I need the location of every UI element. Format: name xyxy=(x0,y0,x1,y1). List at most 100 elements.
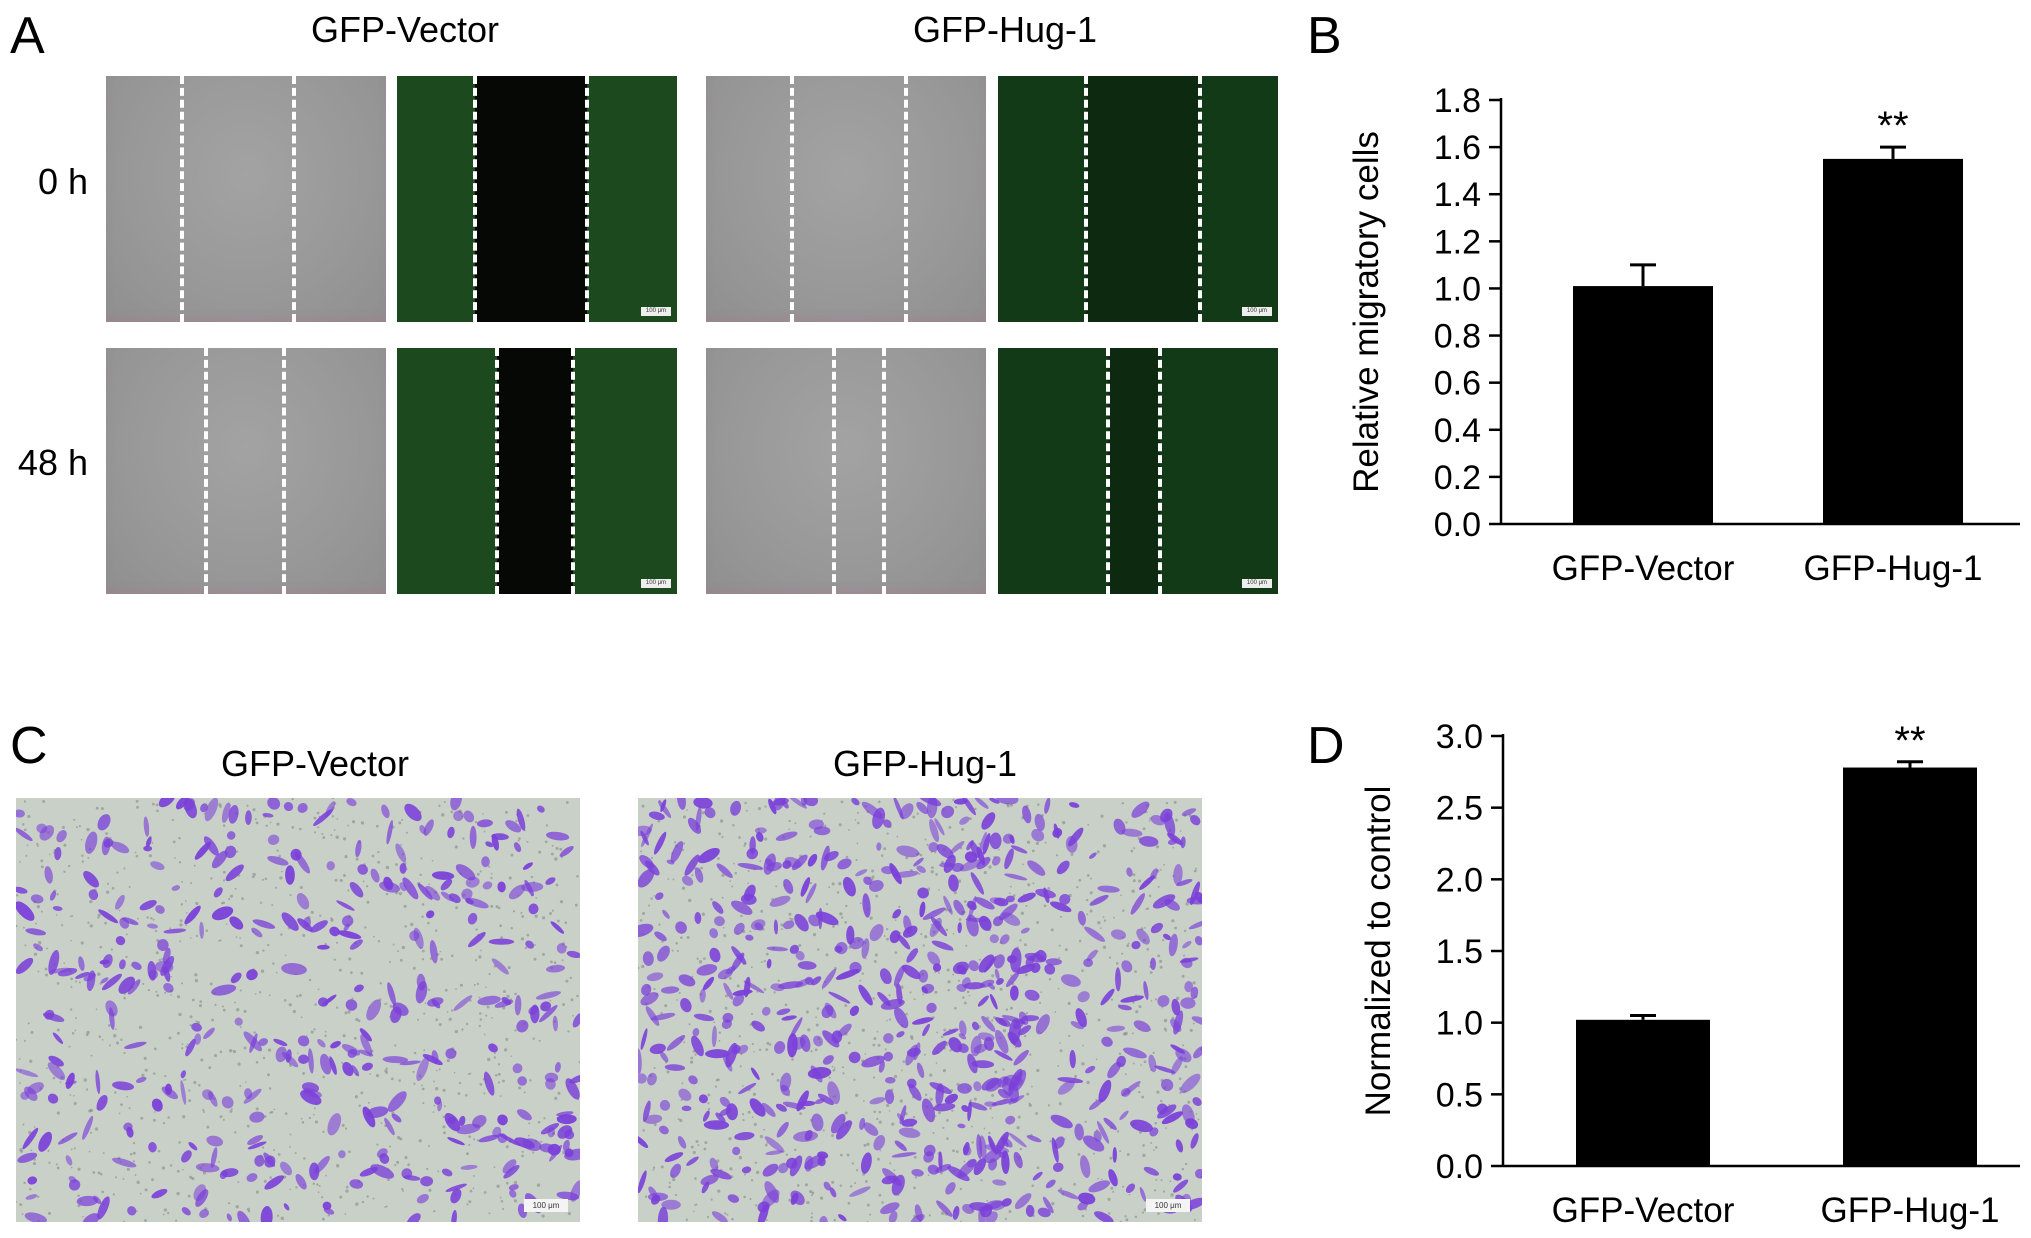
transwell-hug1-image: 100 μm xyxy=(638,798,1202,1222)
stained-cell xyxy=(715,1112,726,1123)
scale-bar: 100 μm xyxy=(1242,579,1272,588)
y-axis-label: Normalized to control xyxy=(1359,786,1398,1117)
stained-cell xyxy=(977,995,989,1007)
stained-cell xyxy=(811,1113,824,1132)
stained-cell xyxy=(891,1174,905,1196)
stained-cell xyxy=(988,1135,996,1154)
stained-cell xyxy=(835,942,848,955)
stained-cell xyxy=(958,1020,967,1036)
stained-cell xyxy=(111,1157,137,1168)
stained-cell xyxy=(929,917,942,938)
stained-cell xyxy=(1005,895,1015,903)
stained-cell xyxy=(733,922,745,935)
stained-cell xyxy=(281,912,299,931)
stained-cell xyxy=(1088,1180,1111,1193)
stained-cell xyxy=(349,939,363,950)
stained-cell xyxy=(1002,833,1015,844)
stained-cell xyxy=(788,798,807,809)
bar-chart-b: 0.0 0.2 0.4 0.6 0.8 1.0 1.2 1.4 1.6 1.8 Relative m… xyxy=(1347,82,2020,588)
stained-cell xyxy=(655,892,664,901)
stained-cell xyxy=(1181,808,1197,816)
stained-cell xyxy=(768,798,777,815)
stained-cell xyxy=(485,841,494,848)
stained-cell xyxy=(25,1194,38,1200)
stained-cell xyxy=(876,842,882,851)
stained-cell xyxy=(1163,933,1171,941)
stained-cell xyxy=(761,1102,776,1117)
stained-cell xyxy=(48,949,60,975)
stained-cell xyxy=(732,993,745,1007)
stained-cell xyxy=(731,952,745,971)
stained-cell xyxy=(539,1004,558,1023)
stained-cell xyxy=(1167,832,1183,846)
stained-cell xyxy=(931,940,954,951)
stained-cell xyxy=(297,1035,310,1047)
stained-cell xyxy=(817,1093,834,1105)
stained-cell xyxy=(824,1002,837,1019)
stained-cell xyxy=(230,972,242,984)
stained-cell xyxy=(16,901,35,921)
stained-cell xyxy=(762,1006,771,1016)
stained-cell xyxy=(118,976,136,994)
stained-cell xyxy=(1126,867,1133,877)
transwell-vector-image: 100 μm xyxy=(16,798,580,1222)
stained-cell xyxy=(654,931,667,942)
stained-cell xyxy=(203,836,219,856)
stained-cell xyxy=(1118,1004,1132,1011)
stained-cell xyxy=(1120,995,1144,1003)
stained-cell xyxy=(660,799,667,813)
stained-cell xyxy=(1045,1179,1056,1189)
stained-cell xyxy=(775,1103,787,1112)
stained-cell xyxy=(345,999,358,1011)
stained-cell xyxy=(431,871,455,880)
stained-cell xyxy=(431,1050,439,1064)
stained-cell xyxy=(203,1027,215,1040)
stained-cell xyxy=(298,1054,309,1065)
stained-cell xyxy=(1157,1103,1168,1115)
stained-cell xyxy=(420,1176,434,1187)
stained-cell xyxy=(199,921,204,939)
stained-cell xyxy=(429,940,438,964)
stained-cell xyxy=(646,972,664,982)
stained-cell xyxy=(884,1089,895,1105)
stained-cell xyxy=(648,811,665,821)
stained-cell xyxy=(639,855,654,869)
category-label: GFP-Vector xyxy=(1552,1191,1735,1230)
stained-cell xyxy=(991,1098,1016,1106)
stained-cell xyxy=(804,1129,813,1141)
stained-cell xyxy=(42,1012,65,1023)
panel-c-group-vector: GFP-Vector xyxy=(220,743,410,784)
stained-cell xyxy=(517,1076,527,1086)
stained-cell xyxy=(27,1176,38,1185)
stained-cell xyxy=(185,1038,196,1057)
stained-cell xyxy=(807,1067,832,1079)
stained-cell xyxy=(494,999,514,1008)
stained-cell xyxy=(360,1034,373,1056)
stained-cell xyxy=(1101,1036,1113,1047)
stained-cell xyxy=(171,885,181,891)
stained-cell xyxy=(65,1155,73,1166)
stained-cell xyxy=(813,1035,823,1047)
stained-cell xyxy=(127,979,141,995)
stained-cell xyxy=(1181,1104,1195,1125)
stained-cell xyxy=(131,961,142,970)
stained-cell xyxy=(447,826,455,839)
stained-cell xyxy=(27,1082,44,1095)
stained-cell xyxy=(861,801,883,819)
stained-cell xyxy=(522,862,533,870)
stained-cell xyxy=(262,813,274,818)
stained-cell xyxy=(297,918,313,932)
stained-cell xyxy=(384,1117,395,1136)
stained-cell xyxy=(982,833,991,855)
stained-cell xyxy=(83,871,99,888)
stained-cell xyxy=(993,916,1004,927)
stained-cell xyxy=(916,865,926,874)
stained-cell xyxy=(1042,1196,1054,1214)
stained-cell xyxy=(226,831,236,840)
stained-cell xyxy=(653,831,667,855)
stained-cell xyxy=(647,1192,669,1202)
stained-cell xyxy=(392,1002,409,1016)
stained-cell xyxy=(1077,910,1086,926)
stained-cell xyxy=(893,870,919,878)
stained-cell xyxy=(1007,955,1018,964)
